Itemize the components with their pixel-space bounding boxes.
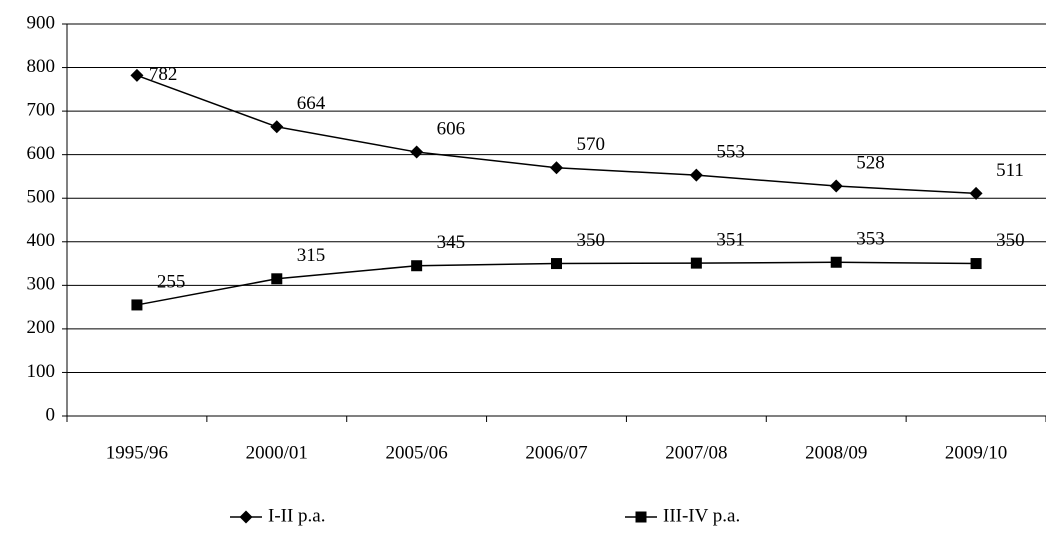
data-label: 570 xyxy=(577,134,606,155)
data-label: 351 xyxy=(716,229,745,250)
marker xyxy=(829,179,843,193)
y-tick-label: 600 xyxy=(27,143,56,164)
data-label: 511 xyxy=(996,160,1024,181)
marker xyxy=(411,260,423,272)
marker xyxy=(970,258,982,270)
data-label: 353 xyxy=(856,229,885,250)
legend-label: III-IV p.a. xyxy=(663,505,740,526)
data-label: 350 xyxy=(996,230,1025,251)
x-tick-label: 2000/01 xyxy=(246,442,308,463)
marker xyxy=(635,511,647,523)
y-tick-label: 400 xyxy=(27,230,56,251)
x-tick-label: 2009/10 xyxy=(945,442,1007,463)
marker xyxy=(830,256,842,268)
data-label: 528 xyxy=(856,152,885,173)
data-label: 255 xyxy=(157,271,186,292)
marker xyxy=(271,273,283,285)
x-tick-label: 2006/07 xyxy=(525,442,587,463)
data-label: 664 xyxy=(297,93,326,114)
data-label: 606 xyxy=(437,118,466,139)
data-label: 315 xyxy=(297,245,326,266)
x-tick-label: 1995/96 xyxy=(106,442,168,463)
marker xyxy=(551,258,562,270)
data-label: 553 xyxy=(716,141,745,162)
y-tick-label: 0 xyxy=(46,404,56,425)
series-line xyxy=(136,74,977,195)
marker xyxy=(969,186,983,200)
data-label: 782 xyxy=(149,64,178,85)
y-tick-label: 100 xyxy=(27,361,56,382)
legend-label: I-II p.a. xyxy=(268,505,326,526)
marker xyxy=(270,120,284,134)
marker xyxy=(690,257,702,269)
marker xyxy=(410,145,424,159)
y-tick-label: 300 xyxy=(27,274,56,295)
marker xyxy=(550,161,563,175)
x-tick-label: 2005/06 xyxy=(386,442,448,463)
marker xyxy=(130,68,144,82)
marker xyxy=(131,299,143,311)
data-label: 345 xyxy=(437,232,466,253)
marker xyxy=(239,510,253,524)
x-tick-label: 2007/08 xyxy=(665,442,727,463)
x-tick-label: 2008/09 xyxy=(805,442,867,463)
y-tick-label: 700 xyxy=(27,99,56,120)
y-tick-label: 800 xyxy=(27,56,56,77)
y-tick-label: 500 xyxy=(27,187,56,208)
data-label: 350 xyxy=(577,230,606,251)
marker xyxy=(689,168,703,182)
y-tick-label: 200 xyxy=(27,317,56,338)
y-tick-label: 900 xyxy=(27,12,56,33)
